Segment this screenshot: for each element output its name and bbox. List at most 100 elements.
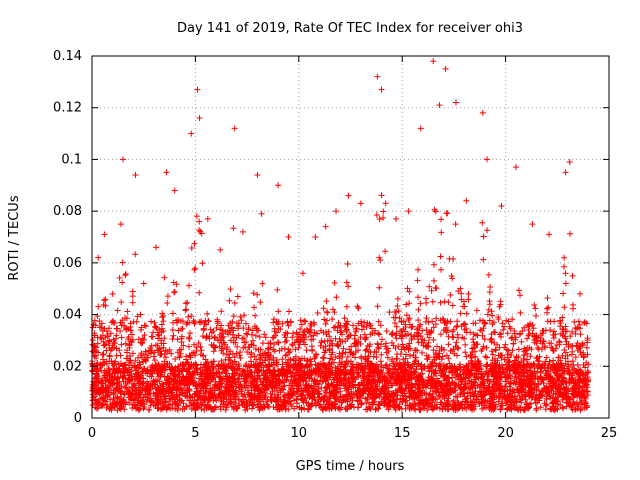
roti-point (411, 390, 418, 397)
roti-point (548, 340, 555, 347)
roti-point (273, 361, 280, 368)
roti-point (572, 330, 579, 337)
roti-point (362, 347, 369, 354)
roti-point (566, 370, 573, 377)
roti-point (321, 349, 328, 356)
roti-point (193, 348, 200, 355)
roti-point (404, 382, 411, 389)
roti-point (284, 373, 291, 380)
roti-point (393, 396, 400, 403)
roti-point (161, 274, 168, 281)
roti-point (484, 227, 491, 234)
roti-point (411, 333, 418, 340)
roti-point (237, 349, 244, 356)
roti-point (129, 404, 136, 411)
roti-point (379, 336, 386, 343)
roti-point (521, 363, 528, 370)
roti-point (168, 364, 175, 371)
roti-point (430, 354, 437, 361)
roti-point (145, 387, 152, 394)
roti-point (142, 323, 149, 330)
roti-point (251, 387, 258, 394)
roti-point (159, 314, 166, 321)
roti-point (342, 349, 349, 356)
roti-point (375, 318, 382, 325)
roti-point (217, 394, 224, 401)
roti-point (393, 323, 400, 330)
roti-point (487, 284, 494, 291)
roti-point (449, 275, 456, 282)
roti-point (578, 401, 585, 408)
roti-point (234, 343, 241, 350)
roti-point (494, 362, 501, 369)
roti-point (540, 380, 547, 387)
roti-point (417, 332, 424, 339)
roti-point (266, 356, 273, 363)
roti-point (457, 375, 464, 382)
roti-point (168, 350, 175, 357)
roti-point (378, 192, 385, 199)
roti-point (251, 353, 258, 360)
roti-point (529, 330, 536, 337)
roti-point (438, 266, 445, 273)
roti-point (437, 365, 444, 372)
roti-point (465, 291, 472, 298)
roti-point (91, 400, 98, 407)
roti-point (504, 394, 511, 401)
roti-point (248, 341, 255, 348)
roti-point (376, 331, 383, 338)
roti-point (187, 397, 194, 404)
roti-point (118, 383, 125, 390)
roti-point (512, 357, 519, 364)
roti-point (334, 327, 341, 334)
roti-point (443, 352, 450, 359)
roti-point (452, 221, 459, 228)
roti-point (374, 341, 381, 348)
roti-point (430, 347, 437, 354)
roti-point (104, 332, 111, 339)
roti-point (222, 328, 229, 335)
roti-point (395, 343, 402, 350)
roti-point (489, 383, 496, 390)
roti-point (515, 346, 522, 353)
roti-point (304, 406, 311, 413)
roti-point (183, 321, 190, 328)
roti-point (396, 315, 403, 322)
roti-point (117, 328, 124, 335)
roti-point (256, 333, 263, 340)
roti-point (524, 335, 531, 342)
roti-point (191, 352, 198, 359)
roti-point (538, 364, 545, 371)
roti-point (93, 405, 100, 412)
roti-point (471, 348, 478, 355)
roti-point (386, 372, 393, 379)
roti-point (492, 329, 499, 336)
roti-point (185, 313, 192, 320)
roti-point (438, 356, 445, 363)
roti-point (201, 392, 208, 399)
roti-point (93, 375, 100, 382)
roti-point (376, 393, 383, 400)
roti-point (414, 277, 421, 284)
roti-point (570, 305, 577, 312)
roti-point (518, 338, 525, 345)
roti-point (388, 339, 395, 346)
roti-point (319, 378, 326, 385)
roti-point (462, 375, 469, 382)
roti-point (289, 334, 296, 341)
roti-point (520, 361, 527, 368)
roti-point (398, 335, 405, 342)
roti-point (355, 404, 362, 411)
roti-point (206, 335, 213, 342)
roti-point (544, 295, 551, 302)
roti-point (209, 376, 216, 383)
roti-point (148, 373, 155, 380)
roti-point (242, 320, 249, 327)
roti-point (287, 348, 294, 355)
roti-point (176, 371, 183, 378)
roti-point (485, 306, 492, 313)
roti-point (343, 320, 350, 327)
roti-point (511, 377, 518, 384)
roti-point (544, 305, 551, 312)
roti-point (501, 388, 508, 395)
